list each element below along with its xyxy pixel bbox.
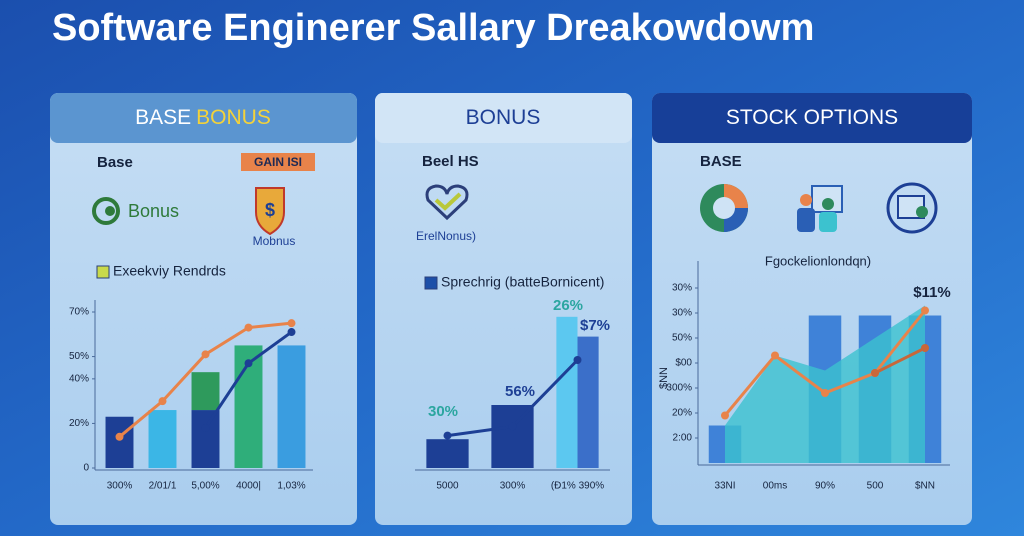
bonus-icon [92,197,120,225]
x-tick-label: 33NI [714,481,735,492]
panel-label: BASE [700,153,742,170]
bar-segment [191,372,220,411]
bar [556,316,578,468]
x-tick-label: 300% [107,481,133,492]
y-tick-label: 30% [672,283,692,294]
line-point [721,411,729,420]
panel-title-part: STOCK OPTIONS [726,106,898,129]
bar [491,405,534,468]
line-point [201,350,210,359]
x-tick-label: 5,00% [191,481,219,492]
x-tick-label: (Ð1% 390% [551,481,604,492]
panel-title-part: BASE [135,106,191,129]
panel-title-part: BONUS [466,106,541,129]
y-tick-label: 2:00 [673,433,693,444]
y-tick-label: 30% [672,308,692,319]
legend-swatch [424,276,438,290]
page-title: Software Enginerer Sallary Dreakowdowm [52,7,814,49]
y-tick-label: 50% [672,333,692,344]
bar [148,410,177,468]
y-tick-label: 40% [69,373,89,384]
panel-label: Bonus [128,201,179,221]
panel-header [375,93,632,143]
x-tick-label: 00ms [763,481,787,492]
panel-header [652,93,972,143]
y-tick-label: 300% [666,383,692,394]
line-point [508,422,517,431]
x-tick-label: 90% [815,481,835,492]
annotation: 26% [553,297,583,314]
panel-title-part: BONUS [196,106,271,129]
y-tick-label: 50% [69,351,89,362]
panel-title: STOCK OPTIONS [726,106,898,129]
legend-label: Sprechrig (batteBornicent) [441,274,604,290]
line-point [821,389,829,397]
line-point [158,397,167,406]
annotation: $7% [580,317,610,334]
bar [105,416,134,468]
y-axis-label: $NN [658,367,670,389]
line [874,346,926,375]
x-tick-label: 500 [867,481,884,492]
line-point [287,328,296,337]
chart-icon [886,182,938,234]
line-point [244,359,253,368]
bar [426,439,469,468]
panel-header [50,93,357,143]
line-point [771,351,779,360]
panel-label: Fgockelionlondqn) [765,253,871,268]
line-point [115,432,124,441]
y-tick-label: 20% [69,418,89,429]
annotation: 56% [505,383,535,400]
line-point [921,344,929,352]
panel-label: Base [97,154,133,171]
line-point [871,369,879,377]
line-point [921,306,929,315]
x-tick-label: 4000| [236,481,261,492]
panel-label: Beel HS [422,153,479,170]
x-tick-label: 2/01/1 [149,481,177,492]
line-point [287,319,296,328]
x-tick-label: 5000 [436,481,459,492]
line-point [443,431,452,440]
badge [241,153,315,171]
panel-title: BONUS [466,106,541,129]
pie-icon [700,184,748,232]
annotation: 30% [428,403,458,420]
bar [577,336,599,468]
x-tick-label: 300% [500,481,526,492]
legend-label: Exeekviy Rendrds [113,263,226,279]
bar [277,345,306,468]
panel-label: ErelNonus) [416,229,476,243]
y-tick-label: $00 [675,358,692,369]
area [725,305,925,463]
legend-swatch [96,265,110,279]
y-tick-label: 0 [83,463,89,474]
bar [191,410,220,468]
shield-icon [255,187,285,236]
panel-label: $ [265,200,275,220]
annotation: $11% [913,284,951,301]
x-tick-label: 1,03% [277,481,305,492]
y-tick-label: 70% [69,307,89,318]
line-point [201,423,210,432]
panel-label: Mobnus [253,234,296,248]
line-point [573,356,582,364]
y-tick-label: 20% [672,408,692,419]
x-tick-label: $NN [915,481,935,492]
panel-label: GAIN ISI [254,155,302,169]
panel-title: BASE BONUS [135,106,271,129]
line-point [244,323,253,332]
people-icon [797,185,843,232]
heart-check-icon [425,184,469,221]
